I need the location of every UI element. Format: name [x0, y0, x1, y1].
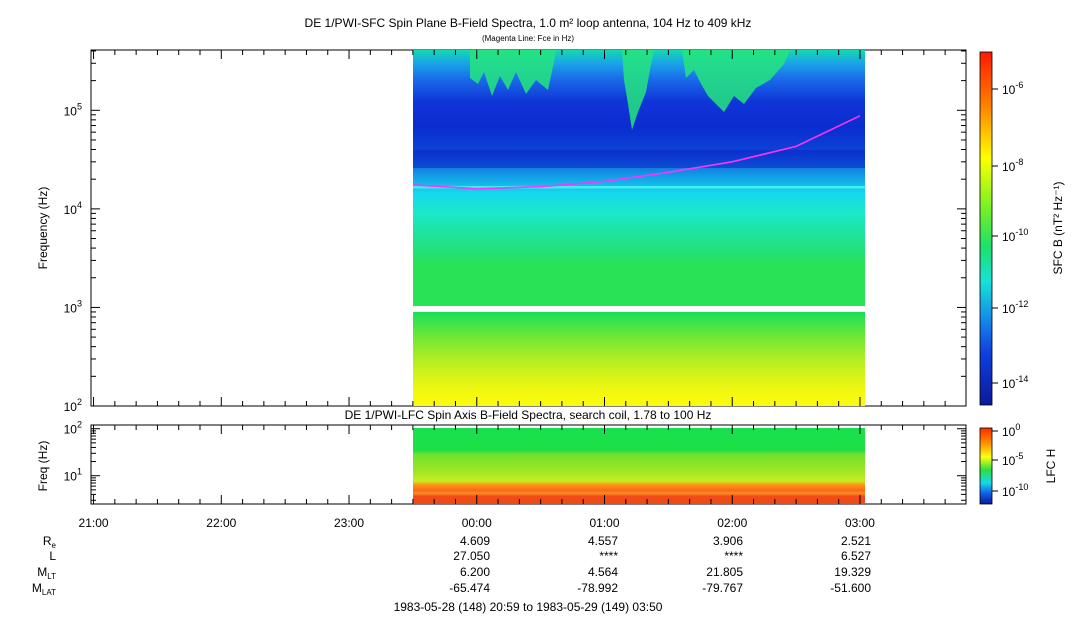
bottom-colorbar-tick-label: 10-10 [1002, 482, 1028, 499]
bottom-spectrogram [413, 428, 865, 504]
top-colorbar-label: SFC B (nT² Hz⁻¹) [1051, 182, 1065, 275]
bottom-colorbar-ticks: 100 10-5 10-10 [992, 422, 1028, 499]
x-tick-label: 01:00 [589, 516, 619, 530]
bottom-y-axis-label: Freq (Hz) [36, 441, 50, 492]
ephemeris-row-label: Re [43, 534, 57, 550]
x-tick-label: 02:00 [717, 516, 747, 530]
top-colorbar-ticks: 10-6 10-8 10-10 10-12 10-14 [992, 80, 1028, 391]
bottom-colorbar-tick-label: 10-5 [1002, 451, 1023, 468]
x-tick-label: 22:00 [206, 516, 236, 530]
top-colorbar-tick-label: 10-8 [1002, 157, 1023, 174]
bottom-colorbar-label: LFC H [1044, 449, 1058, 484]
ephemeris-value: 6.527 [841, 549, 871, 563]
sfc-low-band [413, 312, 865, 406]
bottom-colorbar [979, 427, 993, 505]
x-tick-label: 21:00 [79, 516, 109, 530]
ephemeris-value: 3.906 [713, 534, 743, 548]
x-tick-label: 03:00 [845, 516, 875, 530]
ephemeris-value: -79.767 [702, 581, 743, 595]
sfc-emission-bursts [470, 50, 790, 130]
ephemeris-value: 4.557 [588, 534, 618, 548]
ephemeris-row-label: L [49, 549, 56, 563]
top-y-tick-label: 103 [64, 298, 82, 315]
top-y-tick-label: 105 [64, 101, 82, 118]
ephemeris-value: -65.474 [449, 581, 490, 595]
sfc-dark-band [413, 150, 865, 168]
x-axis: 21:00 22:00 23:00 00:00 01:00 02:00 03:00 [79, 50, 946, 530]
top-colorbar-tick-label: 10-10 [1002, 227, 1028, 244]
ephemeris-values: 4.60927.0506.200-65.4744.557****4.564-78… [449, 534, 871, 595]
ephemeris-value: 21.805 [706, 565, 743, 579]
top-colorbar-tick-label: 10-6 [1002, 80, 1023, 97]
ephemeris-value: 6.200 [460, 565, 490, 579]
top-colorbar-tick-label: 10-14 [1002, 374, 1028, 391]
time-range-label: 1983-05-28 (148) 20:59 to 1983-05-29 (14… [394, 600, 663, 614]
sfc-cyan-line [413, 186, 865, 189]
fce-line [413, 115, 861, 190]
ephemeris-value: -51.600 [830, 581, 871, 595]
ephemeris-value: -78.992 [577, 581, 618, 595]
ephemeris-row-label: MLAT [32, 581, 56, 597]
x-tick-label: 23:00 [334, 516, 364, 530]
ephemeris-value: 19.329 [834, 565, 871, 579]
bottom-y-axis: 101 102 [64, 420, 966, 501]
top-y-tick-label: 104 [64, 200, 82, 217]
top-colorbar [979, 51, 993, 406]
ephemeris-value: 4.609 [460, 534, 490, 548]
ephemeris-value: **** [724, 549, 743, 563]
top-colorbar-tick-label: 10-12 [1002, 299, 1028, 316]
bottom-y-tick-label: 102 [64, 420, 82, 437]
x-tick-label: 00:00 [462, 516, 492, 530]
bottom-colorbar-tick-label: 100 [1002, 422, 1020, 439]
bottom-y-tick-label: 101 [64, 467, 82, 484]
top-chart-subtitle: (Magenta Line: Fce in Hz) [481, 34, 575, 43]
ephemeris-value: 27.050 [453, 549, 490, 563]
top-spectrogram [413, 50, 865, 406]
ephemeris-value: 2.521 [841, 534, 871, 548]
ephemeris-value: 4.564 [588, 565, 618, 579]
top-y-axis: 102 103 104 105 [64, 50, 966, 414]
ephemeris-value: **** [599, 549, 618, 563]
top-chart-title: DE 1/PWI-SFC Spin Plane B-Field Spectra,… [304, 16, 752, 30]
ephemeris-row-label: MLT [37, 565, 56, 581]
top-y-axis-label: Frequency (Hz) [36, 187, 50, 270]
top-y-tick-label: 102 [64, 397, 82, 414]
bottom-chart-title: DE 1/PWI-LFC Spin Axis B-Field Spectra, … [344, 408, 712, 422]
